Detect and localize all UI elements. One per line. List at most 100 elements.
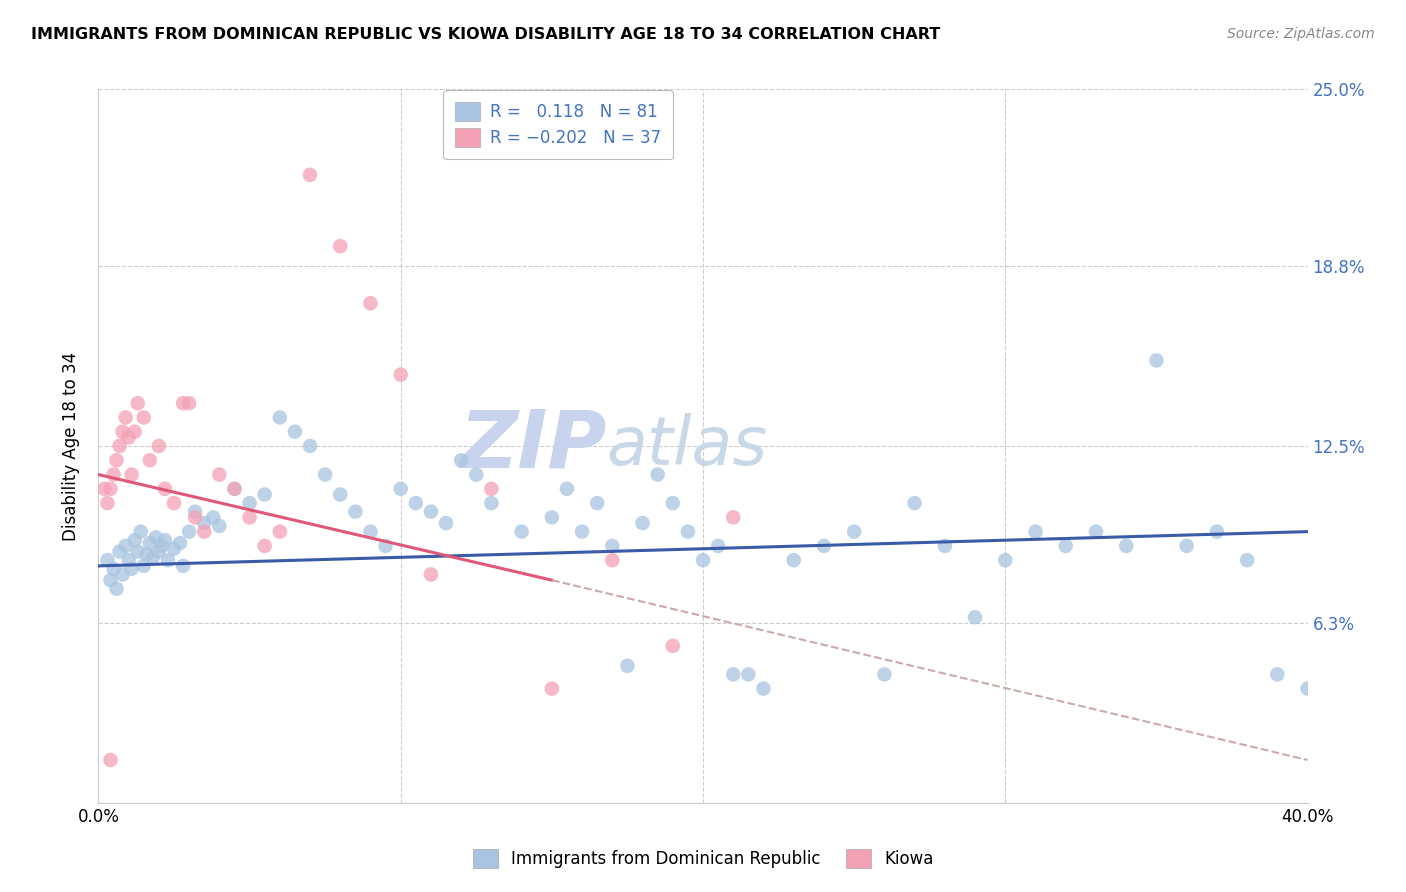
Point: [360, 296, 382, 310]
Point: [314, 467, 336, 482]
Point: [465, 467, 488, 482]
Point: [163, 541, 186, 556]
Point: [450, 453, 472, 467]
Point: [676, 524, 699, 539]
Point: [1146, 353, 1168, 368]
Point: [299, 168, 322, 182]
Point: [723, 667, 745, 681]
Point: [184, 505, 207, 519]
Point: [405, 496, 427, 510]
Point: [661, 496, 683, 510]
Point: [153, 533, 176, 548]
Point: [692, 553, 714, 567]
Point: [481, 496, 503, 510]
Point: [389, 482, 412, 496]
Point: [124, 533, 146, 548]
Y-axis label: Disability Age 18 to 34: Disability Age 18 to 34: [62, 351, 80, 541]
Point: [96, 553, 118, 567]
Point: [934, 539, 956, 553]
Point: [103, 467, 125, 482]
Point: [193, 516, 215, 530]
Point: [1206, 524, 1229, 539]
Text: atlas: atlas: [606, 413, 768, 479]
Point: [571, 524, 593, 539]
Text: ZIP: ZIP: [458, 407, 606, 485]
Point: [111, 425, 134, 439]
Point: [100, 573, 122, 587]
Text: Source: ZipAtlas.com: Source: ZipAtlas.com: [1227, 27, 1375, 41]
Point: [813, 539, 835, 553]
Point: [631, 516, 654, 530]
Point: [139, 536, 162, 550]
Point: [239, 496, 262, 510]
Point: [737, 667, 759, 681]
Point: [1175, 539, 1198, 553]
Point: [118, 430, 141, 444]
Point: [145, 530, 167, 544]
Point: [108, 439, 131, 453]
Point: [100, 482, 122, 496]
Point: [172, 396, 194, 410]
Point: [253, 539, 276, 553]
Point: [374, 539, 396, 553]
Point: [96, 496, 118, 510]
Point: [1115, 539, 1137, 553]
Point: [510, 524, 533, 539]
Point: [1054, 539, 1077, 553]
Point: [139, 453, 162, 467]
Legend: R =   0.118   N = 81, R = −0.202   N = 37: R = 0.118 N = 81, R = −0.202 N = 37: [443, 90, 672, 159]
Point: [142, 550, 165, 565]
Point: [100, 753, 122, 767]
Point: [873, 667, 896, 681]
Point: [994, 553, 1017, 567]
Point: [124, 425, 146, 439]
Point: [224, 482, 246, 496]
Point: [783, 553, 806, 567]
Point: [586, 496, 609, 510]
Point: [284, 425, 307, 439]
Point: [540, 510, 562, 524]
Point: [904, 496, 927, 510]
Point: [111, 567, 134, 582]
Point: [616, 658, 638, 673]
Point: [148, 544, 170, 558]
Point: [121, 562, 143, 576]
Point: [707, 539, 730, 553]
Point: [118, 553, 141, 567]
Point: [844, 524, 866, 539]
Point: [269, 410, 291, 425]
Point: [179, 524, 201, 539]
Text: IMMIGRANTS FROM DOMINICAN REPUBLIC VS KIOWA DISABILITY AGE 18 TO 34 CORRELATION : IMMIGRANTS FROM DOMINICAN REPUBLIC VS KI…: [31, 27, 941, 42]
Point: [135, 548, 157, 562]
Point: [481, 482, 503, 496]
Point: [661, 639, 683, 653]
Point: [344, 505, 367, 519]
Point: [208, 519, 231, 533]
Point: [253, 487, 276, 501]
Point: [150, 539, 173, 553]
Point: [360, 524, 382, 539]
Point: [1024, 524, 1046, 539]
Point: [723, 510, 745, 524]
Point: [434, 516, 457, 530]
Point: [179, 396, 201, 410]
Point: [172, 558, 194, 573]
Point: [153, 482, 176, 496]
Point: [132, 410, 155, 425]
Point: [148, 439, 170, 453]
Point: [108, 544, 131, 558]
Point: [1267, 667, 1289, 681]
Point: [132, 558, 155, 573]
Point: [555, 482, 578, 496]
Point: [208, 467, 231, 482]
Point: [602, 553, 624, 567]
Point: [1085, 524, 1108, 539]
Point: [752, 681, 775, 696]
Point: [163, 496, 186, 510]
Point: [224, 482, 246, 496]
Point: [329, 487, 352, 501]
Point: [202, 510, 225, 524]
Point: [299, 439, 322, 453]
Point: [420, 505, 443, 519]
Point: [239, 510, 262, 524]
